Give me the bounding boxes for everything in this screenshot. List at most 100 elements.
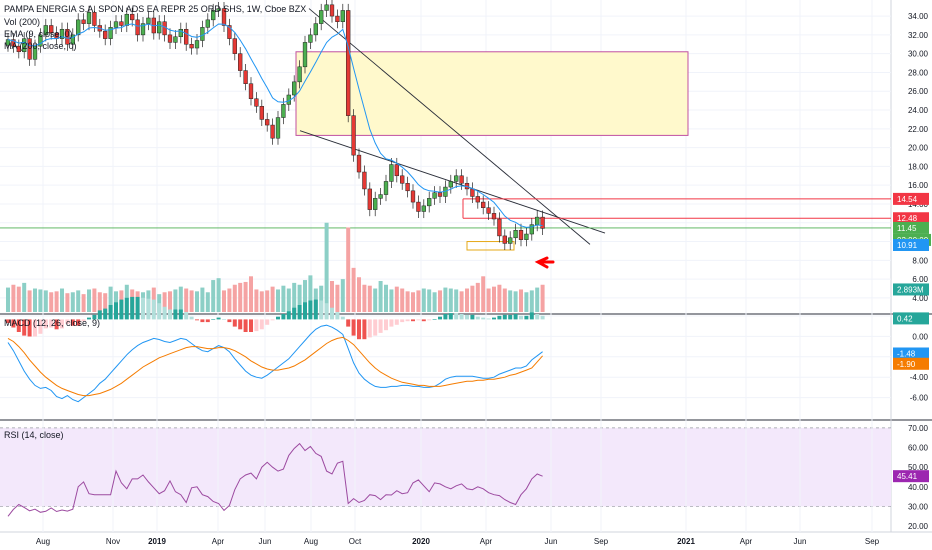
macd-hist-bar (389, 319, 394, 327)
candle-body (70, 34, 75, 45)
volume-bar (249, 276, 253, 312)
macd-hist-bar (146, 298, 151, 320)
price-tick-label: 20.00 (908, 144, 929, 153)
volume-bar (81, 294, 86, 312)
rsi-title[interactable]: RSI (14, close) (4, 430, 64, 440)
macd-hist-bar (362, 319, 367, 340)
macd-hist-bar (443, 314, 448, 320)
macd-hist-bar (281, 314, 286, 320)
rsi-line (7, 442, 543, 517)
legend-ma[interactable]: MA (200, close, 0) (4, 41, 77, 51)
candle-body (157, 21, 162, 34)
macd-hist-bar (151, 299, 156, 320)
macd-hist-bar (16, 319, 21, 332)
volume-bar (330, 281, 334, 312)
macd-hist-bar (124, 297, 129, 320)
candle-body (135, 19, 140, 36)
candle-body (5, 39, 11, 46)
volume-bar (27, 290, 32, 312)
candle-body (335, 15, 340, 22)
macd-tick-label: -4.00 (910, 373, 929, 382)
time-tick-label: Jun (545, 537, 558, 546)
volume-bar (465, 288, 469, 312)
time-tick-label: 2019 (148, 537, 166, 546)
volume-bar (497, 284, 502, 312)
badge-signal-bg (893, 357, 929, 370)
macd-hist-bar (97, 310, 102, 320)
arrow-left-icon (534, 256, 555, 269)
macd-hist-bar (378, 319, 383, 333)
macd-hist-bar (524, 315, 529, 320)
candle-body (540, 216, 545, 229)
macd-hist-bar (168, 309, 172, 320)
macd-hist-bar (270, 319, 275, 321)
candle-body (178, 28, 183, 38)
ema-line-layer (7, 23, 543, 228)
macd-hist-bar (222, 319, 226, 320)
candle-body (292, 81, 297, 96)
candle-body (194, 40, 200, 49)
badge-12-48: 12.48 (897, 214, 918, 223)
volume-bar (178, 286, 183, 312)
time-tick-label: Apr (480, 537, 493, 546)
legend-vol[interactable]: Vol (200) (4, 17, 41, 27)
candle-body (65, 28, 70, 45)
candle-body (416, 201, 421, 212)
volume-bar (351, 267, 356, 312)
legend-ema[interactable]: EMA (9, close, 0) (4, 29, 73, 39)
macd-hist-bar (508, 314, 513, 320)
macd-hist-bar (286, 311, 291, 320)
macd-hist-bar (119, 299, 124, 320)
volume-bar (286, 288, 291, 312)
price-tick-label: 30.00 (908, 50, 929, 59)
macd-hist-bar (227, 319, 232, 323)
candle-body (103, 30, 108, 39)
macd-hist-bar (297, 305, 302, 320)
candle-body (43, 25, 48, 36)
candles-layer (5, 0, 545, 250)
macd-hist-bar (189, 316, 194, 320)
candle-body (356, 154, 362, 173)
macd-tick-label: 0.00 (912, 332, 928, 341)
macd-hist-bar (38, 319, 43, 334)
candle-body (518, 230, 524, 240)
badge-rsi-bg (893, 470, 929, 483)
candle-body (486, 207, 491, 214)
volume-bar (49, 292, 54, 312)
candle-body (59, 28, 65, 39)
macd-hist-bar (11, 319, 16, 328)
candle-body (130, 13, 135, 21)
time-tick-label: Apr (740, 537, 753, 546)
macd-hist-bar (259, 319, 264, 330)
time-tick-label: Jun (259, 537, 272, 546)
macd-hist-bar (427, 319, 432, 321)
badge-macd-hist: 0.42 (897, 314, 913, 323)
volume-bar (540, 284, 545, 312)
volume-bar (65, 293, 70, 312)
badge-11-45: 11.45 (897, 224, 917, 233)
macd-hist-bar (49, 319, 54, 328)
macd-title[interactable]: MACD (12, 26, close, 9) (4, 318, 101, 328)
macd-hist-bar (265, 319, 270, 325)
macd-hist-bar (33, 319, 37, 337)
macd-hist-bar (22, 319, 27, 336)
macd-hist-bar (43, 319, 48, 329)
time-tick-label: 2021 (677, 537, 695, 546)
badge-volume-bg (893, 283, 929, 296)
volume-bar (259, 291, 264, 312)
candle-body (470, 188, 475, 197)
price-axis-labels: 34.00 32.00 30.00 28.00 26.00 24.00 22.00 20.00… (908, 12, 929, 531)
volume-bar (308, 275, 313, 312)
macd-tick-label: -6.00 (910, 394, 929, 403)
macd-hist-bar (205, 319, 210, 323)
macd-hist-bar (157, 303, 162, 320)
candle-body (454, 175, 459, 182)
volume-bar (389, 289, 394, 312)
candle-body (362, 171, 367, 190)
volume-bar (535, 287, 540, 312)
volume-bar (513, 291, 518, 312)
volume-bar (448, 288, 453, 312)
volume-bar (33, 288, 37, 312)
macd-hist-bar (438, 316, 442, 320)
